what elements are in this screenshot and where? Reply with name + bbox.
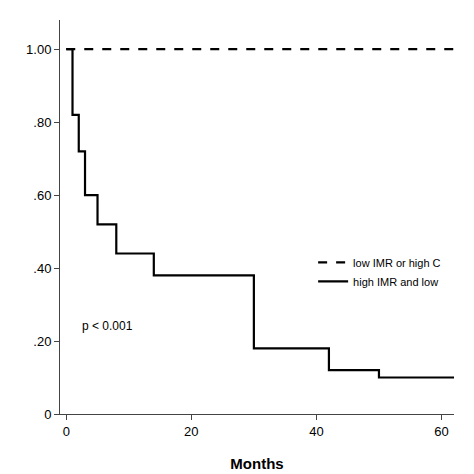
svg-text:.80: .80: [33, 115, 51, 130]
svg-text:.20: .20: [33, 334, 51, 349]
svg-text:0: 0: [44, 407, 51, 422]
svg-text:low IMR or high C: low IMR or high C: [353, 257, 440, 269]
svg-text:high IMR and low: high IMR and low: [353, 276, 438, 288]
svg-text:p < 0.001: p < 0.001: [82, 319, 133, 333]
svg-text:.60: .60: [33, 188, 51, 203]
svg-text:Months: Months: [230, 455, 283, 472]
svg-text:40: 40: [309, 424, 323, 439]
svg-text:.40: .40: [33, 261, 51, 276]
svg-text:20: 20: [184, 424, 198, 439]
svg-text:1.00: 1.00: [26, 42, 51, 57]
svg-text:0: 0: [63, 424, 70, 439]
svg-text:60: 60: [434, 424, 448, 439]
